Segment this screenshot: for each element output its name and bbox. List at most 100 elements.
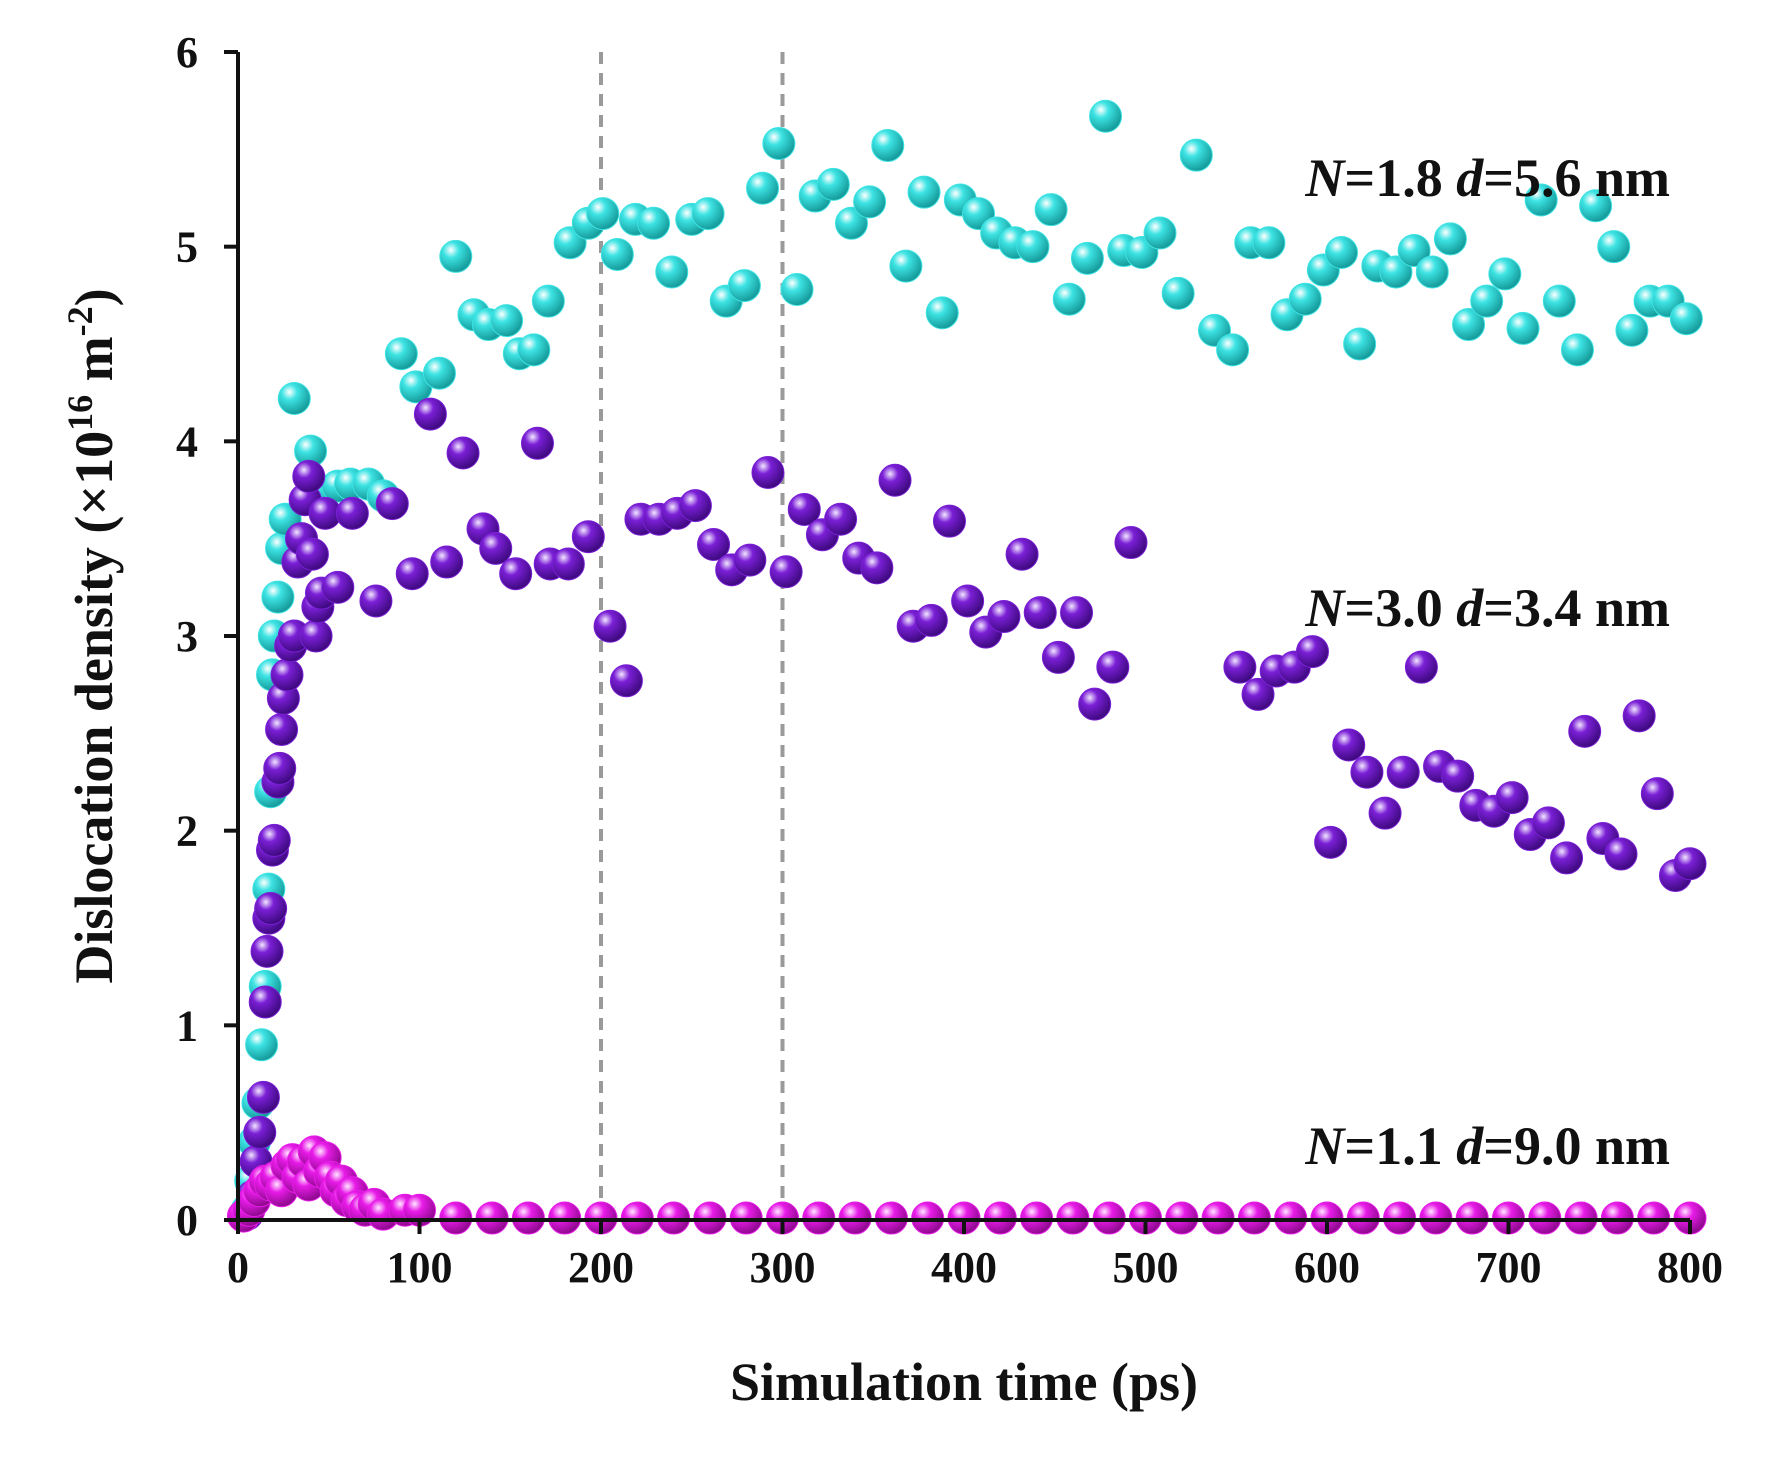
data-point <box>1241 677 1275 711</box>
data-point <box>1343 327 1377 361</box>
data-point <box>1288 282 1322 316</box>
data-point <box>1495 781 1529 815</box>
data-point <box>292 459 326 493</box>
data-point <box>762 126 796 160</box>
data-point <box>746 171 780 205</box>
x-tick-label: 800 <box>1657 1243 1723 1292</box>
data-point <box>1216 333 1250 367</box>
data-point <box>1415 255 1449 289</box>
series-label-d-symbol: d <box>1456 148 1484 208</box>
data-point <box>1005 537 1039 571</box>
data-point <box>769 555 803 589</box>
data-point <box>299 619 333 653</box>
series-label-d-symbol: d <box>1456 578 1484 638</box>
data-point <box>395 557 429 591</box>
data-point <box>1096 650 1130 684</box>
data-point <box>751 455 785 489</box>
data-point <box>1640 777 1674 811</box>
series-1-points <box>230 397 1707 1231</box>
data-point <box>265 712 299 746</box>
y-axis-title-close: ) <box>64 288 124 306</box>
data-point <box>277 382 311 416</box>
data-point <box>1669 302 1703 336</box>
data-point <box>1060 596 1094 630</box>
data-point <box>1622 699 1656 733</box>
data-point <box>987 600 1021 634</box>
data-point <box>1016 230 1050 264</box>
series-label-n18: N=1.8 d=5.6 nm <box>1304 148 1670 208</box>
data-point <box>439 239 473 273</box>
y-tick-label: 6 <box>176 28 198 77</box>
series-label-d-value: =5.6 nm <box>1483 148 1670 208</box>
data-point <box>248 985 282 1019</box>
data-point <box>697 528 731 562</box>
series-label-n-symbol: N <box>1304 148 1346 208</box>
data-point <box>243 1115 277 1149</box>
data-point <box>479 531 513 565</box>
y-axis-title-unit-exponent: -2 <box>60 306 100 336</box>
data-point <box>860 551 894 585</box>
x-tick-label: 300 <box>750 1243 816 1292</box>
reference-lines <box>599 52 785 1220</box>
series-label-gap <box>1443 578 1457 638</box>
data-point <box>1078 687 1112 721</box>
data-points <box>226 99 1707 1235</box>
data-point <box>517 333 551 367</box>
y-axis-title-unit: m <box>64 336 124 395</box>
data-point <box>571 520 605 554</box>
data-point <box>1404 650 1438 684</box>
data-point <box>609 664 643 698</box>
data-point <box>384 337 418 371</box>
data-point <box>1604 837 1638 871</box>
data-point <box>878 463 912 497</box>
data-point <box>1314 825 1348 859</box>
data-point <box>1161 276 1195 310</box>
series-label-n-value: =1.1 <box>1344 1116 1442 1176</box>
y-tick-label: 1 <box>176 1001 198 1050</box>
data-point <box>600 237 634 271</box>
x-tick-label: 700 <box>1476 1243 1542 1292</box>
data-point <box>270 658 304 692</box>
data-point <box>1550 841 1584 875</box>
series-label-n-value: =3.0 <box>1344 578 1442 638</box>
data-point <box>490 304 524 338</box>
data-point <box>834 206 868 240</box>
data-point <box>691 197 725 231</box>
data-point <box>1179 138 1213 172</box>
y-axis-title-exponent: 16 <box>60 395 100 431</box>
data-point <box>733 543 767 577</box>
y-tick-label: 2 <box>176 807 198 856</box>
data-point <box>375 487 409 521</box>
data-point <box>321 570 355 604</box>
data-point <box>430 545 464 579</box>
data-point <box>295 537 329 571</box>
y-axis-ticks: 0 1 2 3 4 5 6 <box>176 28 238 1245</box>
y-tick-label: 5 <box>176 223 198 272</box>
data-point <box>1295 635 1329 669</box>
data-point <box>499 557 533 591</box>
data-point <box>1560 333 1594 367</box>
data-point <box>257 823 291 857</box>
x-tick-label: 500 <box>1113 1243 1179 1292</box>
data-point <box>1397 234 1431 268</box>
data-point <box>254 892 288 926</box>
data-point <box>246 1080 280 1114</box>
data-point <box>1542 284 1576 318</box>
data-point <box>907 175 941 209</box>
x-tick-label: 0 <box>227 1243 249 1292</box>
data-point <box>359 584 393 618</box>
data-point <box>871 128 905 162</box>
data-point <box>1143 216 1177 250</box>
data-point <box>951 584 985 618</box>
y-axis-title: Dislocation density (×1016 m-2) <box>60 288 124 983</box>
data-point <box>413 397 447 431</box>
x-tick-label: 200 <box>568 1243 634 1292</box>
data-point <box>780 272 814 306</box>
series-label-gap <box>1443 148 1457 208</box>
series-label-d-value: =9.0 nm <box>1483 1116 1670 1176</box>
series-label-d-symbol: d <box>1456 1116 1484 1176</box>
data-point <box>1568 714 1602 748</box>
y-axis-title-main: Dislocation density (×10 <box>64 431 124 984</box>
data-point <box>1470 284 1504 318</box>
data-point <box>261 580 295 614</box>
